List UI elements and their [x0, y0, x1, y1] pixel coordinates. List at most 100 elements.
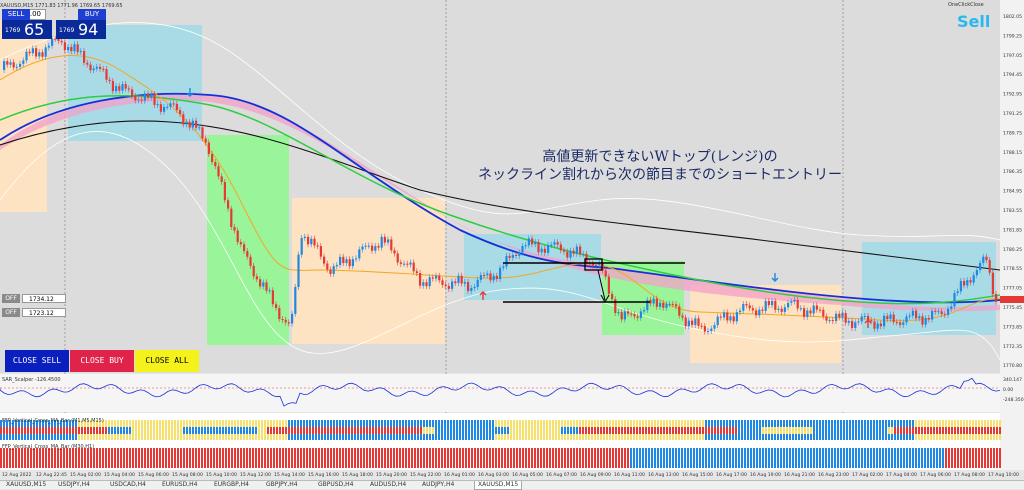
bar-m5 [567, 427, 569, 434]
candle [867, 315, 870, 321]
bar-m1 [435, 420, 437, 427]
candle [697, 318, 700, 326]
bar-m1 [852, 420, 854, 427]
bar-m5 [243, 427, 245, 434]
symbol-tab[interactable]: USDCAD,H4 [110, 481, 146, 488]
bar-m5 [0, 427, 2, 434]
buy-price-button[interactable]: 1769 94 [56, 20, 106, 39]
bar-m30 [732, 448, 734, 458]
bar-m5 [492, 427, 494, 434]
bar-m15 [879, 434, 881, 440]
candle [857, 321, 860, 323]
time-tick: 15 Aug 14:00 [274, 472, 305, 478]
bar-m1 [936, 420, 938, 427]
bar-h1 [900, 458, 902, 468]
symbol-tab[interactable]: AUDUSD,H4 [370, 481, 407, 488]
bar-h1 [453, 458, 455, 468]
bar-h1 [27, 458, 29, 468]
candle [550, 244, 553, 246]
candle [332, 266, 335, 274]
bar-h1 [363, 458, 365, 468]
symbol-tab[interactable]: AUDJPY,H4 [422, 481, 455, 488]
bar-h1 [969, 458, 971, 468]
bar-m1 [942, 420, 944, 427]
symbol-tab[interactable]: EURUSD,H4 [162, 481, 198, 488]
bar-m30 [807, 448, 809, 458]
symbol-tab[interactable]: USDJPY,H4 [58, 481, 90, 488]
candle [99, 66, 102, 69]
candle [422, 282, 425, 286]
bar-m5 [411, 427, 413, 434]
bar-h1 [303, 458, 305, 468]
one-click-sell-button[interactable]: SELL [2, 9, 30, 20]
bar-m1 [318, 420, 320, 427]
bar-m5 [273, 427, 275, 434]
bar-h1 [183, 458, 185, 468]
symbol-tab[interactable]: XAUUSD,M15 [474, 481, 523, 490]
bar-m5 [192, 427, 194, 434]
candle [572, 250, 575, 254]
bar-h1 [471, 458, 473, 468]
symbol-tab[interactable]: GBPUSD,H4 [318, 481, 354, 488]
bar-m5 [90, 427, 92, 434]
bar-m30 [903, 448, 905, 458]
symbol-tab[interactable]: GBPJPY,H4 [266, 481, 298, 488]
candle [739, 310, 742, 313]
time-tick: 16 Aug 15:00 [682, 472, 713, 478]
bar-m15 [453, 434, 455, 440]
bar-m5 [201, 427, 203, 434]
bar-m30 [741, 448, 743, 458]
bar-h1 [258, 458, 260, 468]
bar-m15 [366, 434, 368, 440]
bar-m1 [444, 420, 446, 427]
sell-price-button[interactable]: 1769 65 [2, 20, 52, 39]
level-1-toggle[interactable]: OFF [2, 294, 20, 303]
level-2-toggle[interactable]: OFF [2, 308, 20, 317]
symbol-tab[interactable]: XAUUSD,M15 [6, 481, 47, 488]
bar-h1 [519, 458, 521, 468]
candle [652, 298, 655, 304]
bar-m5 [909, 427, 911, 434]
bar-m1 [207, 420, 209, 427]
bar-m15 [486, 434, 488, 440]
candle [796, 299, 799, 309]
sell-signal-arrow [771, 273, 779, 282]
close-all-button[interactable]: CLOSE ALL [135, 350, 199, 372]
close-buy-button[interactable]: CLOSE BUY [70, 350, 134, 372]
bar-m30 [192, 448, 194, 458]
bar-m15 [48, 434, 50, 440]
bar-m5 [765, 427, 767, 434]
bar-m15 [126, 434, 128, 440]
candle [659, 302, 662, 307]
bar-m30 [156, 448, 158, 458]
one-click-buy-button[interactable]: BUY [78, 9, 106, 20]
bar-m30 [855, 448, 857, 458]
candle [166, 106, 169, 108]
bar-m1 [939, 420, 941, 427]
sell-price-pips: 65 [24, 20, 45, 39]
candle [105, 69, 108, 80]
bar-m5 [882, 427, 884, 434]
bar-m1 [945, 420, 947, 427]
bar-m1 [495, 420, 497, 427]
bar-m5 [399, 427, 401, 434]
bar-m5 [240, 427, 242, 434]
candle [639, 311, 642, 318]
bar-h1 [906, 458, 908, 468]
bar-m15 [912, 434, 914, 440]
close-sell-button[interactable]: CLOSE SELL [5, 350, 69, 372]
bar-m5 [444, 427, 446, 434]
bar-h1 [255, 458, 257, 468]
bar-m5 [333, 427, 335, 434]
candle [995, 294, 998, 302]
candle [156, 104, 159, 106]
bar-m15 [105, 434, 107, 440]
bar-m5 [570, 427, 572, 434]
bar-h1 [897, 458, 899, 468]
symbol-tab[interactable]: EURGBP,H4 [214, 481, 249, 488]
bar-m1 [672, 420, 674, 427]
bar-m5 [270, 427, 272, 434]
level-1-input[interactable]: 1734.12 [22, 294, 66, 303]
level-2-input[interactable]: 1723.12 [22, 308, 66, 317]
